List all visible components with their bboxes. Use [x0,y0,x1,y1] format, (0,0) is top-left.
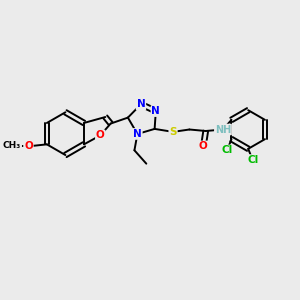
Text: O: O [96,130,105,140]
Text: S: S [169,127,177,137]
Text: N: N [133,129,142,139]
Text: Cl: Cl [247,155,258,165]
Text: O: O [24,141,33,151]
Text: N: N [152,106,160,116]
Text: O: O [199,141,208,152]
Text: N: N [136,99,145,109]
Text: CH₃: CH₃ [3,141,21,150]
Text: Cl: Cl [221,146,233,155]
Text: NH: NH [215,124,231,134]
